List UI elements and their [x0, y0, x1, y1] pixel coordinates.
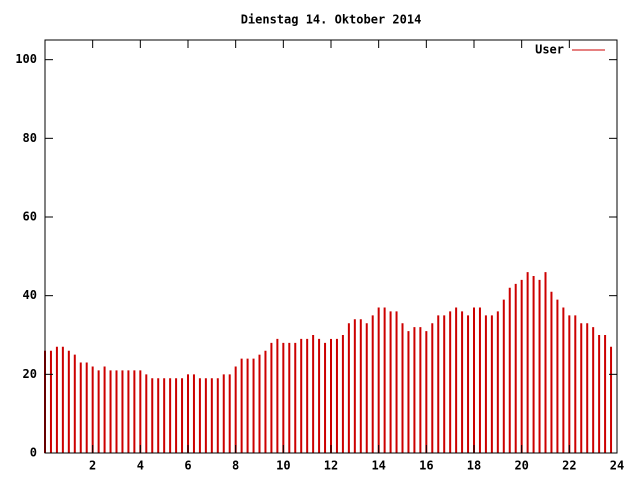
chart-title: Dienstag 14. Oktober 2014 [241, 13, 422, 27]
y-tick-label: 40 [23, 288, 37, 302]
x-tick-label: 18 [467, 459, 481, 473]
x-tick-label: 2 [89, 459, 96, 473]
x-tick-label: 22 [562, 459, 576, 473]
x-tick-label: 10 [276, 459, 290, 473]
x-tick-label: 20 [514, 459, 528, 473]
x-tick-label: 4 [137, 459, 144, 473]
y-tick-label: 60 [23, 210, 37, 224]
x-tick-label: 14 [371, 459, 385, 473]
x-tick-label: 16 [419, 459, 433, 473]
y-tick-label: 20 [23, 367, 37, 381]
y-tick-label: 80 [23, 131, 37, 145]
legend-label: User [535, 43, 564, 57]
plot-border [44, 39, 618, 454]
y-tick-label: 0 [30, 446, 37, 460]
y-tick-label: 100 [15, 52, 37, 66]
x-tick-label: 12 [324, 459, 338, 473]
x-tick-label: 6 [184, 459, 191, 473]
x-tick-label: 8 [232, 459, 239, 473]
x-tick-label: 24 [610, 459, 624, 473]
